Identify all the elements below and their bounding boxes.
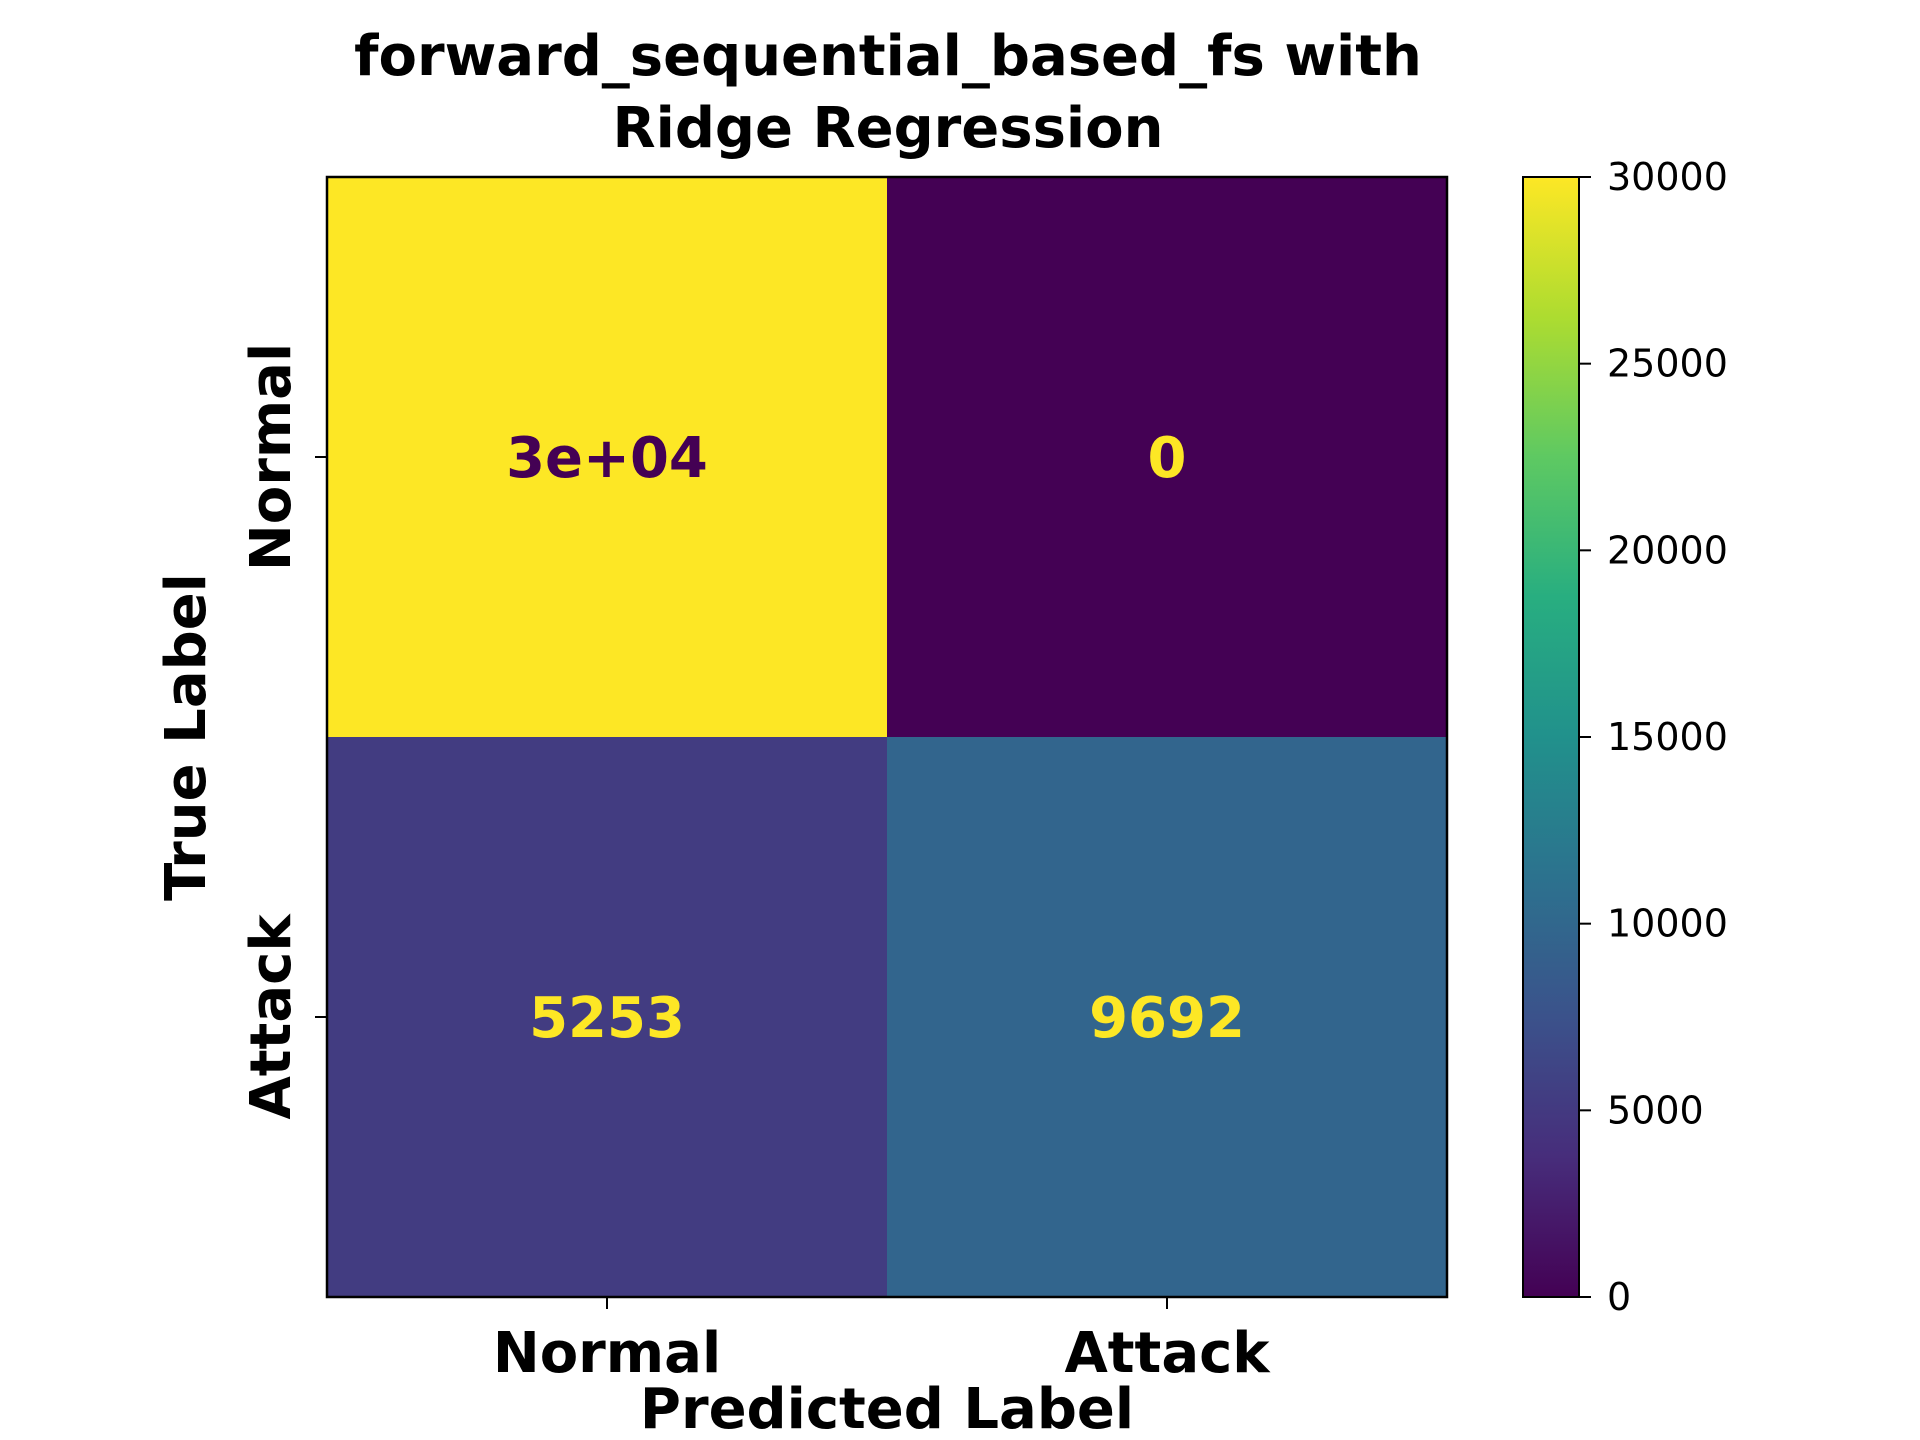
cell-annotations: 3e+04 0 5253 9692 — [506, 426, 1245, 1051]
y-tick-label: Normal — [239, 343, 304, 571]
heatmap-cell — [327, 737, 887, 1297]
colorbar-tick-label: 10000 — [1607, 902, 1728, 946]
colorbar-tick-label: 15000 — [1607, 715, 1728, 759]
x-tick-label: Normal — [493, 1321, 721, 1386]
cell-value-label: 5253 — [529, 986, 685, 1051]
x-ticks: Normal Attack — [493, 1297, 1271, 1386]
y-ticks: Normal Attack — [239, 343, 327, 1120]
colorbar-tick-label: 5000 — [1607, 1088, 1704, 1132]
heatmap-cell — [327, 177, 887, 737]
plot-frame — [325, 175, 1449, 1299]
y-tick-label: Attack — [239, 913, 304, 1120]
colorbar-tick-label: 25000 — [1607, 342, 1728, 386]
chart-title-line-2: Ridge Regression — [613, 96, 1164, 161]
heatmap-cell — [887, 737, 1447, 1297]
colorbar-tick-label: 30000 — [1607, 155, 1728, 199]
y-axis-label: True Label — [154, 573, 219, 901]
heatmap-cell — [887, 177, 1447, 737]
heatmap-cells — [327, 177, 1447, 1297]
chart-title-line-1: forward_sequential_based_fs with — [354, 24, 1422, 89]
colorbar — [1522, 176, 1580, 1298]
cell-value-label: 3e+04 — [506, 426, 708, 491]
colorbar-tick-label: 20000 — [1607, 528, 1728, 572]
colorbar-ticks: 0 5000 10000 15000 20000 25000 30000 — [1579, 155, 1728, 1319]
x-axis-label: Predicted Label — [640, 1377, 1134, 1440]
colorbar-tick-label: 0 — [1607, 1275, 1631, 1319]
x-tick-label: Attack — [1064, 1321, 1271, 1386]
cell-value-label: 9692 — [1089, 986, 1245, 1051]
cell-value-label: 0 — [1148, 426, 1187, 491]
